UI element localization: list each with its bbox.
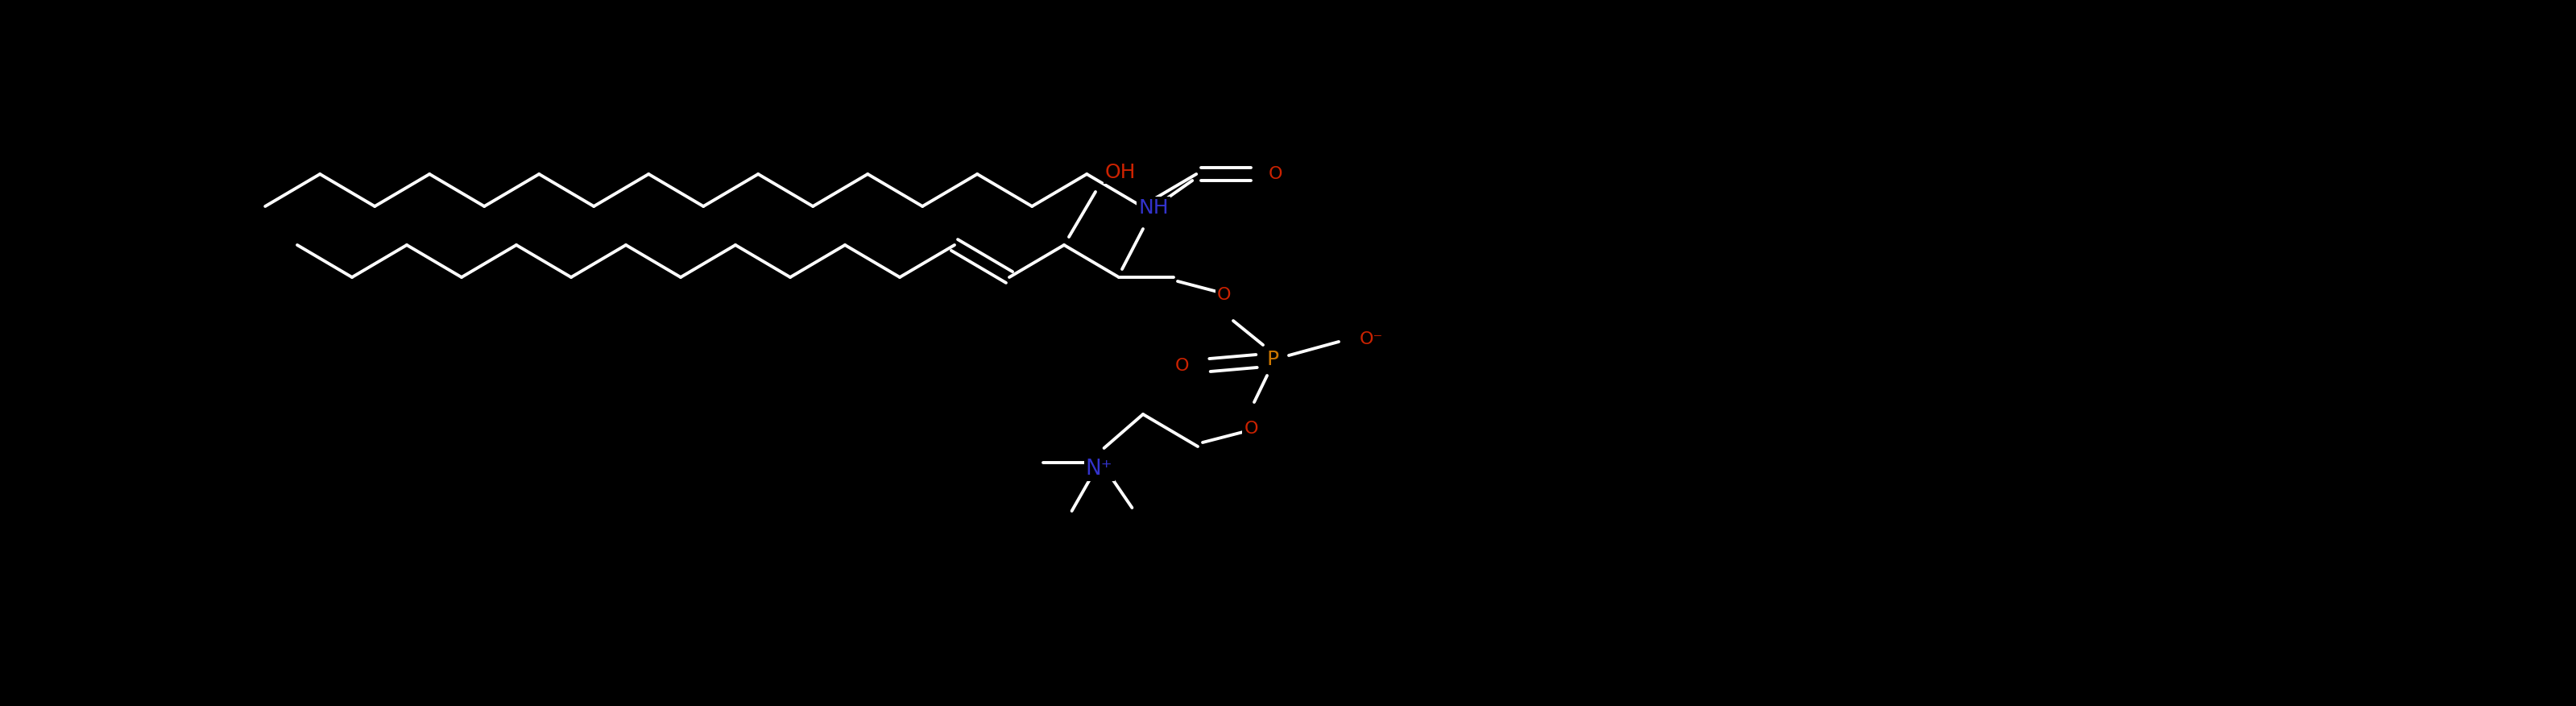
Text: N⁺: N⁺ [1084,459,1113,479]
Text: O: O [1218,287,1231,303]
Text: O⁻: O⁻ [1360,331,1383,347]
Text: O: O [1244,421,1257,437]
Text: OH: OH [1105,163,1136,182]
Text: O: O [1175,358,1190,374]
Text: P: P [1267,349,1278,369]
Text: O: O [1267,166,1283,182]
Text: NH: NH [1139,198,1170,217]
